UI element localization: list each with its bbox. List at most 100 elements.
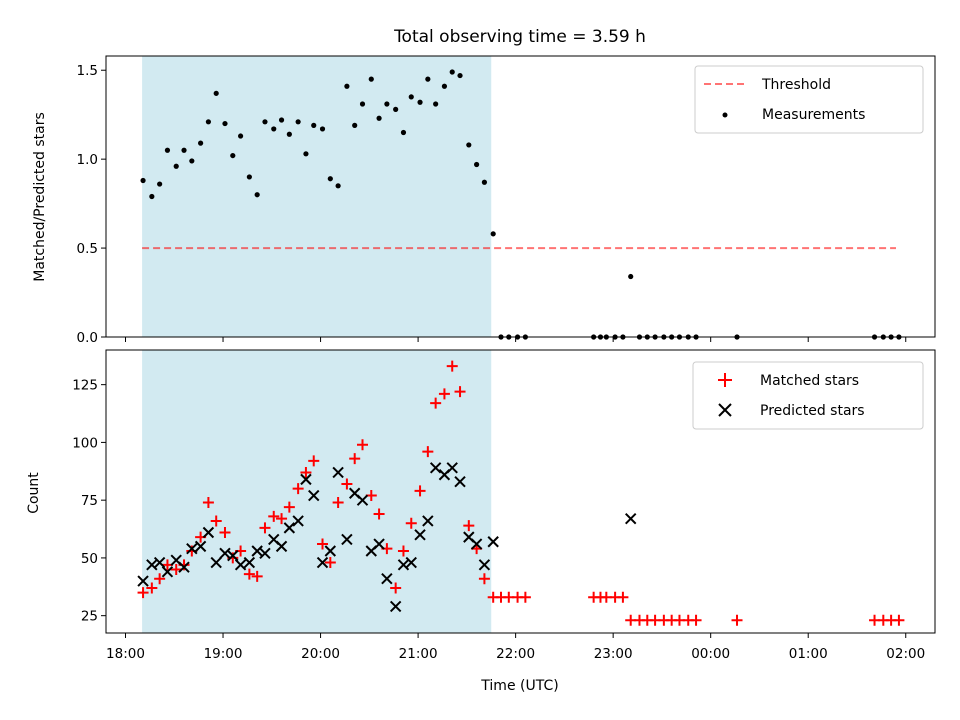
matched-star-marker [332, 496, 344, 508]
matched-star-marker [373, 508, 385, 520]
measurement-point [303, 151, 309, 157]
x-tick-label: 02:00 [886, 646, 925, 662]
measurement-point [237, 133, 244, 139]
matched-star-marker [478, 573, 490, 585]
measurement-point [457, 72, 463, 79]
predicted-star-marker [146, 559, 158, 571]
predicted-star-marker [275, 540, 288, 553]
x-tick-label: 18:00 [106, 646, 145, 662]
legend-threshold-label: Threshold [761, 77, 831, 93]
measurement-point [295, 119, 301, 125]
measurement-point [319, 126, 326, 132]
predicted-star-marker [470, 538, 483, 550]
predicted-star-marker [316, 556, 329, 569]
matched-star-marker [893, 614, 905, 626]
measurement-point [376, 115, 382, 121]
y-tick-label: 100 [72, 435, 98, 451]
predicted-star-marker [234, 559, 247, 571]
y-tick-label: 25 [81, 609, 98, 625]
predicted-star-marker [625, 512, 637, 525]
matched-star-marker [146, 582, 158, 594]
y-tick-label: 0.0 [77, 330, 98, 346]
measurement-point [352, 122, 358, 128]
predicted-star-marker [381, 573, 393, 585]
measurement-point [474, 161, 480, 168]
measurement-point [490, 231, 496, 237]
x-tick-label: 22:00 [496, 646, 535, 662]
y-tick-label: 1.5 [77, 63, 98, 79]
count-points [137, 360, 905, 626]
top-axes-frame [105, 55, 936, 338]
matched-star-marker [317, 538, 329, 550]
measurement-point [213, 90, 219, 96]
x-tick-label: 21:00 [399, 646, 438, 662]
measurement-point [254, 192, 260, 198]
measurement-point [327, 176, 333, 182]
matched-star-marker [446, 360, 458, 372]
predicted-star-marker [356, 494, 369, 506]
x-tick-label: 20:00 [301, 646, 340, 662]
matched-star-marker [283, 501, 295, 513]
measurement-point [384, 101, 390, 107]
legend-predicted-swatch [718, 403, 732, 417]
matched-star-marker [210, 515, 222, 527]
top-y-axis-ticks: 0.0 0.5 1.0 1.5 [77, 63, 106, 346]
measurement-point [466, 142, 472, 148]
matched-star-marker [154, 573, 166, 585]
matched-star-marker [170, 563, 182, 575]
matched-star-marker [276, 513, 288, 525]
matched-star-marker [251, 570, 263, 582]
measurement-point [408, 94, 414, 100]
measurement-point [449, 69, 455, 75]
legend-predicted-label: Predicted stars [760, 403, 865, 419]
top-legend-box [694, 65, 924, 134]
predicted-star-marker [422, 515, 434, 527]
predicted-star-marker [446, 462, 458, 474]
predicted-star-marker [227, 549, 239, 562]
predicted-star-marker [202, 526, 215, 539]
bottom-y-axis-label: Count [26, 472, 42, 514]
predicted-star-marker [137, 575, 149, 587]
matched-star-marker [414, 485, 426, 497]
matched-star-marker [324, 557, 336, 569]
matched-star-marker [454, 386, 466, 398]
matched-star-marker [341, 478, 353, 490]
y-tick-label: 75 [81, 493, 98, 509]
top-panel-ratio-plot: 0.0 0.5 1.0 1.5 Matched/Predicted stars Thr… [32, 55, 936, 346]
matched-star-marker [357, 439, 369, 451]
matched-star-marker [349, 453, 361, 465]
matched-star-marker [137, 587, 149, 599]
predicted-star-marker [153, 556, 166, 569]
matched-star-marker [390, 582, 402, 594]
predicted-star-marker [324, 545, 337, 557]
predicted-star-marker [454, 475, 466, 488]
matched-star-marker [292, 483, 304, 495]
measurement-point [393, 106, 399, 112]
matched-star-marker [438, 388, 450, 400]
predicted-star-marker [300, 473, 312, 486]
measurement-point [628, 273, 634, 280]
measurement-point [164, 147, 171, 153]
matched-star-marker [405, 517, 417, 529]
predicted-star-marker [414, 529, 426, 541]
measurement-point [230, 152, 236, 159]
predicted-star-marker [194, 540, 207, 553]
predicted-star-marker [397, 559, 410, 571]
measurement-point [335, 183, 341, 189]
matched-star-marker [268, 510, 280, 522]
predicted-star-marker [308, 489, 320, 502]
measurement-point [417, 99, 423, 105]
measurement-point [368, 76, 374, 82]
measurement-point [246, 174, 252, 180]
bottom-y-axis-ticks: 25 50 75 100 125 [72, 378, 106, 625]
measurement-point [205, 119, 212, 125]
predicted-star-marker [429, 462, 442, 474]
matched-star-marker [463, 520, 475, 532]
matched-star-marker [519, 591, 531, 603]
measurement-point [425, 76, 431, 82]
x-tick-label: 23:00 [594, 646, 633, 662]
bottom-legend-box [692, 361, 924, 430]
x-tick-label: 19:00 [204, 646, 243, 662]
bottom-legend: Matched stars Predicted stars [692, 361, 924, 430]
